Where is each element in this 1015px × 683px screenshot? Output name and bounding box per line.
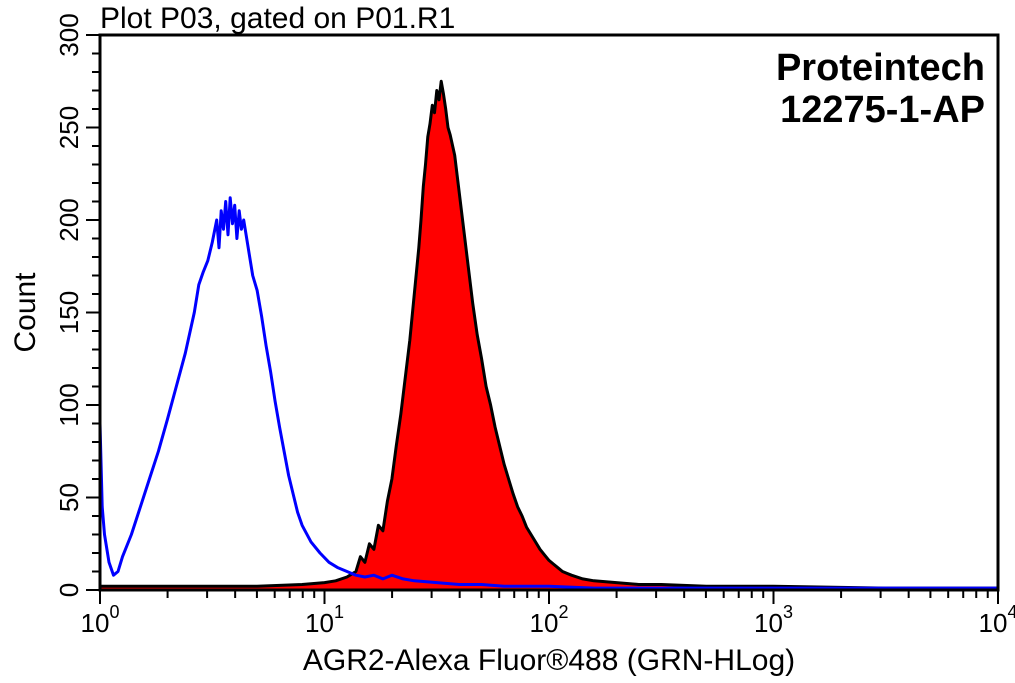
- control-histogram-line: [100, 198, 998, 588]
- flow-cytometry-histogram: Plot P03, gated on P01.R1 100 101 102 103 104…: [0, 0, 1015, 683]
- x-tick-label: 104: [979, 602, 1015, 638]
- x-axis: 100 101 102 103 104: [81, 590, 1015, 638]
- plot-title: Plot P03, gated on P01.R1: [100, 2, 455, 35]
- y-tick-label: 150: [54, 291, 84, 334]
- x-axis-label: AGR2-Alexa Fluor®488 (GRN-HLog): [303, 644, 795, 677]
- y-axis-label: Count: [9, 272, 42, 353]
- y-tick-label: 100: [54, 383, 84, 426]
- y-tick-label: 50: [54, 483, 84, 512]
- sample-histogram-fill: [100, 81, 998, 590]
- y-tick-label: 250: [54, 106, 84, 149]
- chart-container: Plot P03, gated on P01.R1 100 101 102 103 104…: [0, 0, 1015, 683]
- legend-catalog-number: 12275-1-AP: [780, 89, 985, 131]
- sample-histogram-outline: [100, 81, 998, 588]
- series-group: [100, 81, 998, 590]
- y-tick-label: 200: [54, 198, 84, 241]
- y-tick-label: 300: [54, 13, 84, 56]
- legend-brand: Proteintech: [776, 47, 985, 89]
- x-tick-label: 101: [305, 602, 344, 638]
- x-tick-label: 102: [530, 602, 569, 638]
- x-tick-label: 103: [754, 602, 793, 638]
- y-axis: 0 50 100 150 200 250 300: [54, 13, 100, 597]
- y-tick-label: 0: [54, 583, 84, 597]
- x-tick-label: 100: [81, 602, 120, 638]
